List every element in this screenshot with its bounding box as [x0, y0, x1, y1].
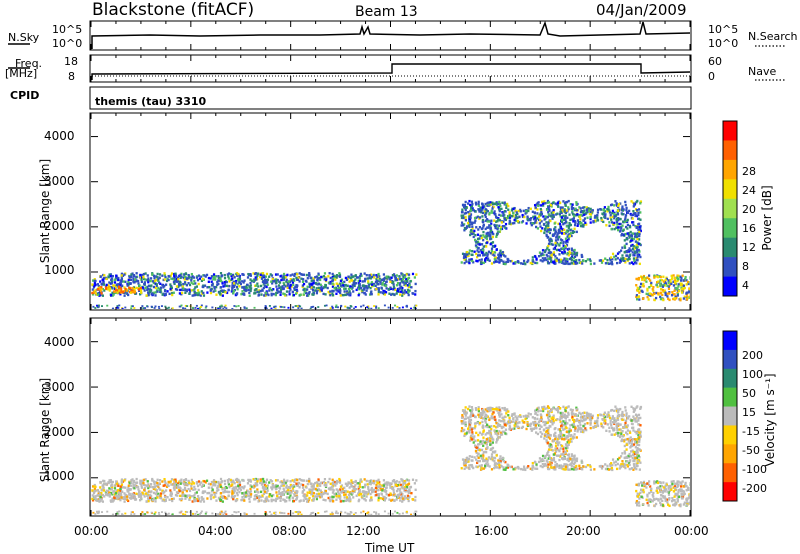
nsky-trace — [91, 20, 691, 49]
xtick-6: 00:00 — [674, 524, 709, 538]
nsky-label: N.Sky — [8, 31, 40, 44]
xtick-3: 12:00 — [346, 524, 381, 538]
power-cb-tick-8: 8 — [742, 260, 749, 273]
power-ytick-4000: 4000 — [44, 129, 75, 143]
cpid-value: themis (tau) 3310 — [95, 95, 207, 108]
power-ytick-2000: 2000 — [44, 219, 75, 233]
nsky-tick-top: 10^5 — [52, 23, 83, 36]
axis-ticks — [90, 21, 691, 516]
xtick-0: 00:00 — [74, 524, 109, 538]
velocity-colorbar — [722, 330, 738, 502]
velocity-ytick-2000: 2000 — [44, 425, 75, 439]
power-cb-tick-12: 12 — [742, 241, 756, 254]
power-cb-tick-28: 28 — [742, 165, 756, 178]
power-colorbar — [722, 120, 738, 297]
freq-unit: [MHz] — [5, 67, 38, 80]
vel-cb-tick-50: 50 — [742, 387, 756, 400]
nsearch-tick-bottom: 10^0 — [708, 37, 739, 50]
freq-tick-bottom: 8 — [68, 70, 75, 83]
xtick-1: 04:00 — [198, 524, 233, 538]
freq-trace — [91, 63, 691, 80]
freq-tick-top: 18 — [64, 55, 78, 68]
cpid-strip-frame — [89, 86, 692, 110]
vel-cb-tick-m50: -50 — [742, 444, 760, 457]
nave-tick-bottom: 0 — [708, 70, 715, 83]
vel-cb-tick-100: 100 — [742, 368, 763, 381]
velocity-ytick-4000: 4000 — [44, 335, 75, 349]
vel-cb-tick-m100: -100 — [742, 463, 767, 476]
velocity-scatter — [91, 405, 690, 515]
vel-cb-tick-m15: -15 — [742, 425, 760, 438]
power-ytick-1000: 1000 — [44, 263, 75, 277]
xtick-5: 20:00 — [566, 524, 601, 538]
xtick-4: 16:00 — [474, 524, 509, 538]
cpid-label: CPID — [10, 89, 40, 102]
x-axis-label: Time UT — [365, 541, 415, 554]
nsky-tick-bottom: 10^0 — [52, 37, 83, 50]
velocity-ytick-1000: 1000 — [44, 469, 75, 483]
power-ytick-3000: 3000 — [44, 174, 75, 188]
nave-label: Nave — [748, 65, 777, 78]
station-title: Blackstone (fitACF) — [92, 0, 255, 20]
nsearch-tick-top: 10^5 — [708, 23, 739, 36]
power-cb-tick-4: 4 — [742, 279, 749, 292]
nave-tick-top: 60 — [708, 55, 722, 68]
vel-cb-tick-15: 15 — [742, 406, 756, 419]
power-cb-tick-24: 24 — [742, 184, 756, 197]
power-cb-tick-16: 16 — [742, 222, 756, 235]
nsearch-label: N.Search — [748, 30, 798, 43]
freq-label: Freq. — [15, 57, 43, 70]
velocity-ytick-3000: 3000 — [44, 380, 75, 394]
beam-title: Beam 13 — [355, 4, 418, 20]
vel-cb-tick-m200: -200 — [742, 482, 767, 495]
power-cb-tick-20: 20 — [742, 203, 756, 216]
xtick-2: 08:00 — [272, 524, 307, 538]
vel-cb-tick-200: 200 — [742, 349, 763, 362]
date-title: 04/Jan/2009 — [596, 1, 687, 19]
power-scatter — [91, 199, 690, 309]
